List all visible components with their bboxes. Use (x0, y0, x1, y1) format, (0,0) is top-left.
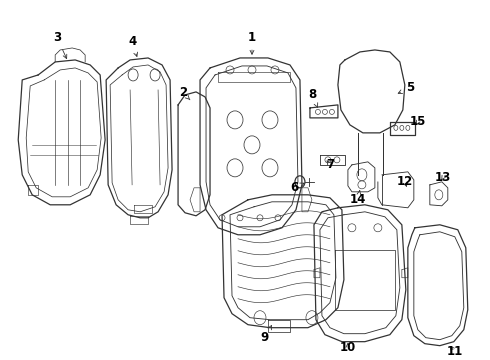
Text: 13: 13 (435, 171, 451, 184)
Text: 7: 7 (326, 158, 334, 171)
Text: 5: 5 (398, 81, 414, 94)
Text: 8: 8 (308, 89, 318, 107)
Text: 10: 10 (340, 341, 356, 354)
Text: 2: 2 (179, 86, 190, 100)
Text: 12: 12 (397, 175, 413, 188)
Text: 6: 6 (290, 181, 304, 194)
Text: 15: 15 (410, 116, 426, 129)
Text: 4: 4 (128, 36, 138, 57)
Text: 11: 11 (447, 345, 463, 358)
Text: 9: 9 (261, 325, 271, 344)
Text: 3: 3 (53, 31, 67, 59)
Text: 1: 1 (248, 31, 256, 54)
Text: 14: 14 (350, 190, 366, 206)
